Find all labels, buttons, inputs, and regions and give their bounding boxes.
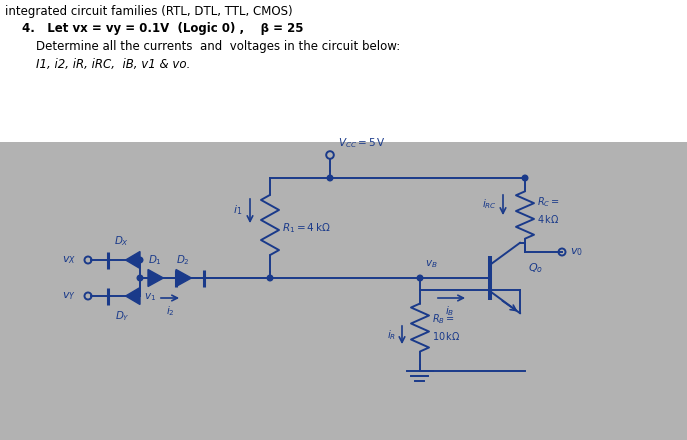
Polygon shape [126, 287, 140, 304]
Text: $V_{CC}=5\,\mathrm{V}$: $V_{CC}=5\,\mathrm{V}$ [338, 136, 385, 150]
Text: Determine all the currents  and  voltages in the circuit below:: Determine all the currents and voltages … [36, 40, 401, 53]
Text: I1, i2, iR, iRC,  iB, v1 & vo.: I1, i2, iR, iRC, iB, v1 & vo. [36, 58, 190, 71]
Circle shape [137, 257, 143, 263]
Text: $D_2$: $D_2$ [176, 253, 190, 267]
Text: $D_X$: $D_X$ [115, 234, 130, 248]
Text: $v_X$: $v_X$ [62, 254, 76, 266]
Text: integrated circuit families (RTL, DTL, TTL, CMOS): integrated circuit families (RTL, DTL, T… [5, 5, 293, 18]
Text: $i_B$: $i_B$ [445, 304, 455, 318]
Circle shape [522, 175, 528, 181]
Text: $Q_o$: $Q_o$ [528, 261, 543, 275]
Polygon shape [126, 252, 140, 268]
Text: $v_0$: $v_0$ [570, 246, 583, 258]
Text: $D_Y$: $D_Y$ [115, 309, 129, 323]
Text: $i_2$: $i_2$ [166, 304, 174, 318]
Text: $i_{RC}$: $i_{RC}$ [482, 197, 497, 211]
Text: $R_1=4\,\mathrm{k\Omega}$: $R_1=4\,\mathrm{k\Omega}$ [282, 221, 330, 235]
Polygon shape [176, 269, 192, 286]
Circle shape [137, 275, 143, 281]
Text: $i_1$: $i_1$ [233, 203, 242, 217]
Text: $R_B=$
$10\,\mathrm{k\Omega}$: $R_B=$ $10\,\mathrm{k\Omega}$ [432, 312, 460, 342]
Circle shape [327, 175, 333, 181]
Text: $i_R$: $i_R$ [387, 328, 396, 342]
Bar [0, 142, 687, 440]
Polygon shape [148, 269, 164, 286]
Text: $v_Y$: $v_Y$ [63, 290, 76, 302]
Circle shape [267, 275, 273, 281]
Text: $v_1$: $v_1$ [144, 291, 156, 303]
Text: $D_1$: $D_1$ [148, 253, 162, 267]
Text: 4.   Let vx = vy = 0.1V  (Logic 0) ,    β = 25: 4. Let vx = vy = 0.1V (Logic 0) , β = 25 [22, 22, 304, 35]
Circle shape [417, 275, 423, 281]
Text: $v_B$: $v_B$ [425, 258, 438, 270]
Text: $R_C=$
$4\,\mathrm{k\Omega}$: $R_C=$ $4\,\mathrm{k\Omega}$ [537, 195, 560, 225]
